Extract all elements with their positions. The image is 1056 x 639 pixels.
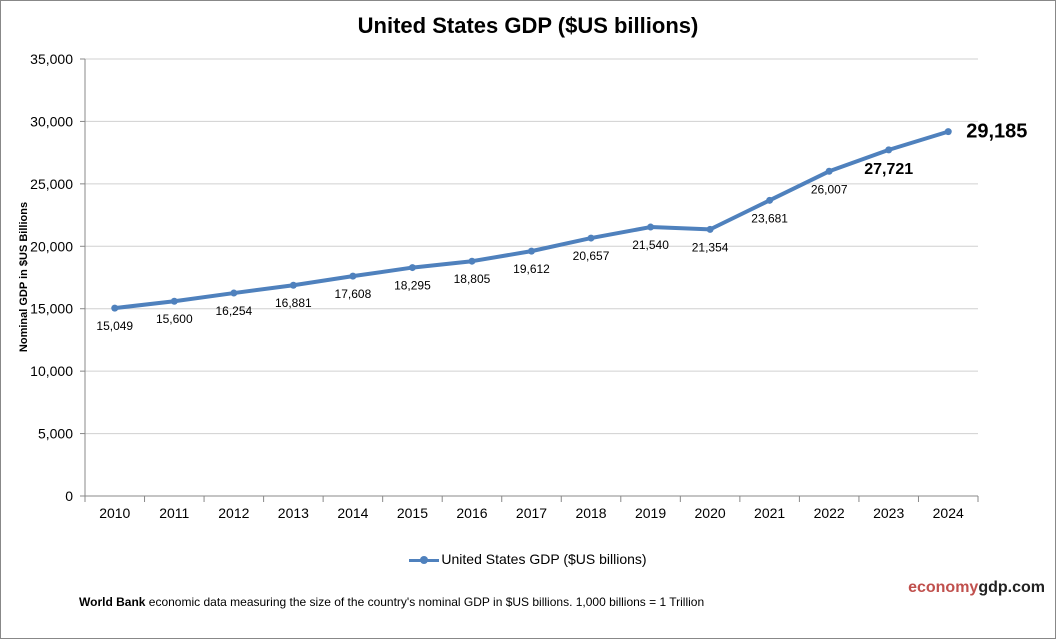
chart-title: United States GDP ($US billions) <box>357 13 699 38</box>
y-tick-label: 0 <box>65 488 73 504</box>
brand-part: gdp.com <box>978 579 1045 596</box>
legend-label: United States GDP ($US billions) <box>441 551 647 567</box>
data-point <box>885 146 893 154</box>
data-label: 21,354 <box>692 240 729 254</box>
x-tick-label: 2020 <box>695 505 726 521</box>
data-label: 26,007 <box>811 182 848 196</box>
x-tick-label: 2016 <box>456 505 487 521</box>
x-tick-label: 2013 <box>278 505 309 521</box>
data-point <box>170 297 178 305</box>
brand-logo: economygdp.com <box>908 579 1045 597</box>
data-point <box>408 264 416 272</box>
data-point <box>647 223 655 231</box>
x-tick-label: 2011 <box>159 505 189 521</box>
y-tick-label: 30,000 <box>30 113 73 129</box>
data-label: 17,608 <box>335 287 372 301</box>
legend: United States GDP ($US billions) <box>1 551 1055 567</box>
data-point <box>230 289 238 297</box>
data-point <box>825 167 833 175</box>
x-tick-label: 2017 <box>516 505 547 521</box>
data-point <box>587 234 595 242</box>
x-tick-label: 2023 <box>873 505 904 521</box>
data-point <box>349 272 357 280</box>
y-tick-label: 35,000 <box>30 51 73 67</box>
data-point <box>289 281 297 289</box>
source-name: World Bank <box>79 595 146 609</box>
x-tick-label: 2018 <box>575 505 606 521</box>
data-point <box>468 257 476 265</box>
data-point <box>766 196 774 204</box>
y-tick-label: 5,000 <box>38 426 73 442</box>
data-label: 16,254 <box>215 304 252 318</box>
y-tick-label: 15,000 <box>30 301 73 317</box>
data-label: 29,185 <box>966 121 1027 143</box>
legend-line-marker-icon <box>409 555 440 564</box>
x-tick-label: 2010 <box>99 505 130 521</box>
data-label: 18,805 <box>454 272 491 286</box>
x-tick-label: 2024 <box>933 505 964 521</box>
x-tick-label: 2012 <box>218 505 249 521</box>
data-label: 15,600 <box>156 312 193 326</box>
data-label: 19,612 <box>513 262 550 276</box>
source-text: economic data measuring the size of the … <box>145 595 705 609</box>
data-label: 23,681 <box>751 211 788 225</box>
data-label: 15,049 <box>96 319 133 333</box>
data-label: 27,721 <box>864 161 913 178</box>
x-tick-label: 2014 <box>337 505 368 521</box>
y-tick-label: 20,000 <box>30 238 73 254</box>
brand-part: economy <box>908 579 979 596</box>
x-tick-label: 2019 <box>635 505 666 521</box>
series-line <box>114 129 949 311</box>
x-tick-label: 2021 <box>754 505 785 521</box>
data-label: 18,295 <box>394 279 431 293</box>
data-point <box>706 225 714 233</box>
data-label: 20,657 <box>573 249 610 263</box>
data-point <box>111 304 119 312</box>
data-label: 16,881 <box>275 296 312 310</box>
y-tick-label: 10,000 <box>30 363 73 379</box>
source-note: World Bank economic data measuring the s… <box>79 595 704 609</box>
x-tick-label: 2022 <box>814 505 845 521</box>
data-label: 21,540 <box>632 238 669 252</box>
data-point <box>944 128 952 136</box>
y-tick-label: 25,000 <box>30 176 73 192</box>
x-tick-label: 2015 <box>397 505 428 521</box>
data-point <box>528 247 535 255</box>
